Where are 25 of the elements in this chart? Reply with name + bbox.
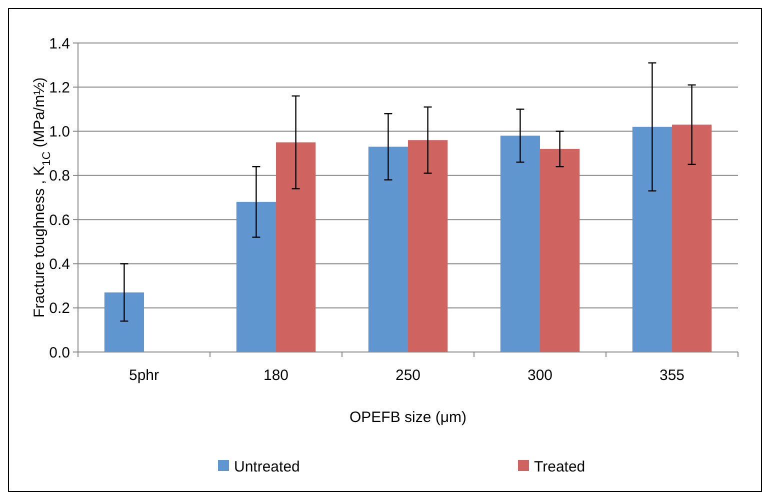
x-tick-label: 5phr — [128, 367, 160, 384]
y-tick-label: 1.4 — [49, 35, 70, 52]
bar — [408, 140, 448, 352]
bar — [632, 126, 672, 352]
x-tick-label: 355 — [659, 367, 685, 384]
legend-label: Treated — [534, 458, 586, 476]
bar — [236, 202, 276, 352]
bar — [672, 124, 712, 352]
y-tick-label: 1.2 — [49, 79, 70, 96]
bar — [540, 148, 580, 352]
y-tick-label: 0.8 — [49, 168, 70, 185]
y-tick-label: 0.6 — [49, 212, 70, 229]
bar — [276, 142, 316, 352]
y-tick-label: 0.4 — [49, 256, 70, 273]
x-tick-label: 300 — [527, 367, 553, 384]
bar — [104, 292, 144, 352]
x-tick-label: 180 — [263, 367, 289, 384]
y-tick-label: 1.0 — [49, 124, 70, 141]
x-tick-label: 250 — [395, 367, 421, 384]
x-axis-title: OPEFB size (μm) — [350, 409, 466, 426]
bar — [500, 136, 540, 352]
legend-label: Untreated — [234, 458, 300, 476]
bar — [368, 146, 408, 352]
y-tick-label: 0.2 — [49, 300, 70, 318]
y-tick-label: 0.0 — [49, 344, 70, 362]
